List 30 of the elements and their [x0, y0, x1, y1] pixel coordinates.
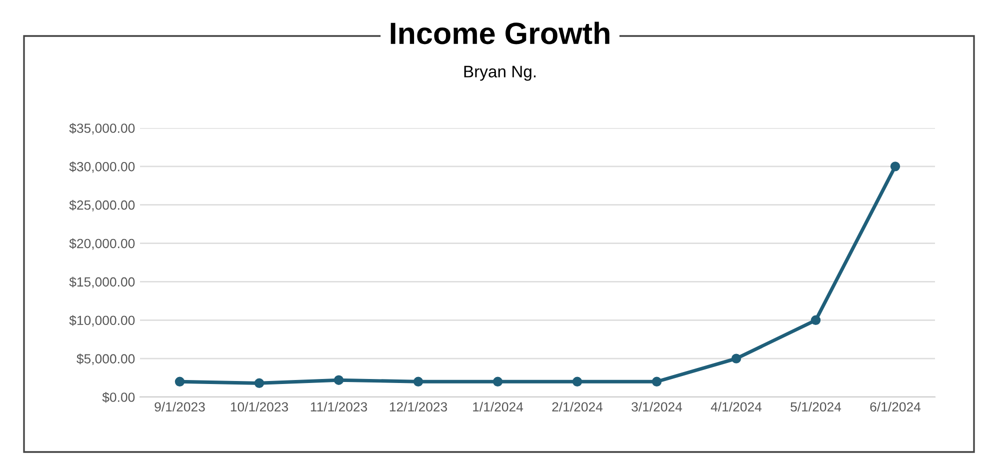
y-tick-label: $30,000.00 — [69, 161, 135, 173]
x-tick-label: 5/1/2024 — [790, 402, 842, 412]
x-tick-label: 9/1/2023 — [154, 402, 205, 412]
y-tick-label: $15,000.00 — [69, 276, 135, 288]
point — [492, 376, 503, 386]
y-tick-label: $35,000.00 — [69, 123, 135, 134]
x-tick-label: 3/1/2024 — [632, 402, 682, 412]
x-tick-label: 12/1/2023 — [390, 402, 448, 412]
point — [174, 376, 185, 386]
point — [890, 162, 900, 172]
y-tick-label: $20,000.00 — [69, 238, 135, 250]
x-tick-label: 4/1/2024 — [710, 402, 762, 412]
y-tick-label: $10,000.00 — [69, 315, 135, 327]
y-tick-label: $0.00 — [102, 392, 135, 403]
x-tick-label: 6/1/2024 — [870, 402, 921, 412]
point — [652, 376, 662, 386]
point — [731, 354, 742, 364]
point — [810, 315, 821, 326]
x-tick-label: 1/1/2024 — [473, 402, 524, 412]
point — [572, 376, 582, 386]
chart-title: Income Growth — [390, 22, 610, 44]
y-tick-label: $5,000.00 — [76, 354, 135, 366]
point — [413, 376, 424, 386]
point — [334, 375, 344, 385]
x-tick-label: 10/1/2023 — [230, 402, 288, 412]
chart-subtitle: Bryan Ng. — [464, 66, 536, 81]
x-tick-label: 2/1/2024 — [552, 402, 603, 412]
point — [254, 378, 264, 388]
y-tick-label: $25,000.00 — [69, 200, 135, 212]
x-tick-label: 11/1/2023 — [310, 402, 368, 412]
